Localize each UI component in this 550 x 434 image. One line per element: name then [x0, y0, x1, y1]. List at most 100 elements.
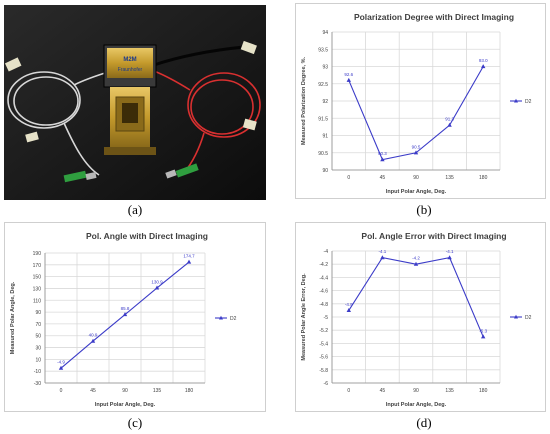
y-axis-title: Measured Polarization Degree, %. [301, 57, 307, 145]
data-point [346, 308, 351, 312]
y-tick-label: -5 [324, 315, 329, 321]
x-tick-label: 0 [60, 388, 63, 394]
data-label: 174.7 [183, 254, 195, 259]
data-label: 92.6 [344, 72, 353, 77]
caption-b: (b) [416, 202, 432, 217]
caption-d: (d) [416, 415, 432, 430]
data-label: -4.9 [57, 360, 65, 365]
y-tick-label: 91.5 [318, 116, 328, 122]
chart-polar-angle-error: Pol. Angle Error with Direct Imaging -6 -5… [295, 222, 546, 412]
chart-title: Pol. Angle with Direct Imaging [86, 231, 208, 241]
y-tick-label: -30 [34, 381, 41, 387]
y-tick-label: 30 [35, 346, 41, 352]
x-tick-label: 90 [122, 388, 128, 394]
data-label: 91.3 [445, 117, 454, 122]
caption-c: (c) [127, 415, 143, 430]
device-sublabel: Fraunhofer [118, 67, 143, 73]
x-tick-label: 135 [445, 175, 454, 181]
data-label: 40.9 [89, 333, 98, 338]
chart-b-svg: Polarization Degree with Direct Imaging 9… [301, 12, 532, 195]
legend-marker [219, 315, 223, 320]
fiber-connectors [63, 163, 199, 183]
data-label: 130.9 [151, 279, 163, 284]
data-label: 85.8 [121, 306, 130, 311]
data-point [90, 338, 96, 343]
y-tick-label: 110 [33, 298, 41, 304]
legend-label: D2 [525, 99, 532, 105]
x-tick-label: 45 [380, 175, 386, 181]
data-label: 93.0 [479, 58, 488, 63]
legend-label: D2 [230, 316, 237, 322]
data-point [481, 64, 486, 69]
caption-a: (a) [127, 202, 143, 217]
y-tick-label: -6 [324, 381, 329, 387]
y-tick-label: 90.5 [318, 151, 328, 157]
y-tick-label: -5.2 [319, 328, 328, 334]
y-tick-label: 150 [33, 275, 42, 281]
data-label: 90.5 [412, 144, 421, 149]
chart-title: Pol. Angle Error with Direct Imaging [361, 231, 506, 241]
legend-label: D2 [525, 315, 532, 321]
data-point [447, 255, 452, 260]
data-point [413, 150, 419, 155]
data-point [481, 334, 486, 339]
x-tick-label: 0 [347, 175, 350, 181]
chart-polarization-degree: Polarization Degree with Direct Imaging 9… [295, 3, 546, 199]
data-point [447, 122, 452, 127]
y-tick-label: -4 [324, 249, 329, 255]
y-tick-label: 90 [322, 168, 328, 174]
x-tick-label: 180 [479, 388, 488, 394]
y-tick-label: 10 [35, 357, 41, 363]
y-tick-label: 170 [33, 263, 42, 269]
x-tick-label: 180 [479, 175, 488, 181]
data-label: -5.3 [479, 328, 487, 333]
y-axis-title: Measured Polar Angle Error, Deg. [301, 273, 307, 361]
y-tick-label: 91 [322, 134, 328, 140]
x-axis-title: Input Polar Angle, Deg. [386, 402, 447, 408]
y-tick-label: 130 [33, 286, 42, 292]
data-point [380, 157, 385, 162]
x-tick-label: 90 [413, 388, 419, 394]
data-label: -4.1 [446, 249, 454, 254]
data-point [154, 285, 160, 290]
y-tick-label: -5.4 [319, 341, 328, 347]
legend-marker [514, 314, 518, 319]
y-tick-label: 92.5 [318, 82, 328, 88]
data-point [186, 259, 192, 264]
x-tick-label: 180 [185, 388, 194, 394]
y-tick-label: 93 [322, 65, 328, 71]
device-photo-illustration: M2M Fraunhofer [4, 5, 266, 200]
y-tick-label: 50 [35, 334, 41, 340]
y-tick-label: -4.6 [319, 289, 328, 295]
chart-c-svg: Pol. Angle with Direct Imaging -30 -10 10 30… [10, 231, 237, 408]
x-tick-label: 135 [445, 388, 454, 394]
chart-title: Polarization Degree with Direct Imaging [354, 12, 514, 22]
y-tick-label: -5.6 [319, 355, 328, 361]
data-label: -4.1 [379, 249, 387, 254]
y-tick-label: -5.8 [319, 368, 328, 374]
y-tick-label: -4.2 [319, 262, 328, 268]
x-tick-label: 135 [153, 388, 162, 394]
x-tick-label: 45 [380, 388, 386, 394]
x-axis-title: Input Polar Angle, Deg. [386, 189, 447, 195]
data-label: -4.2 [412, 256, 420, 261]
data-point [346, 77, 351, 82]
data-point [380, 255, 385, 260]
y-tick-label: 92 [322, 99, 328, 105]
device-body [103, 44, 157, 155]
y-tick-label: -4.4 [319, 275, 328, 281]
legend-marker [514, 98, 518, 103]
x-tick-label: 0 [347, 388, 350, 394]
y-tick-label: -4.8 [319, 302, 328, 308]
y-tick-label: 94 [322, 30, 328, 36]
device-photo: M2M Fraunhofer [4, 5, 266, 200]
data-label: -4.9 [345, 302, 353, 307]
x-tick-label: 90 [413, 175, 419, 181]
chart-polar-angle: Pol. Angle with Direct Imaging -30 -10 10 30… [4, 222, 266, 412]
y-tick-label: 93.5 [318, 47, 328, 53]
y-tick-label: -10 [34, 369, 41, 375]
x-axis-title: Input Polar Angle, Deg. [95, 402, 156, 408]
chart-d-svg: Pol. Angle Error with Direct Imaging -6 -5… [301, 231, 532, 408]
data-point [122, 312, 128, 317]
series-line [348, 256, 484, 338]
